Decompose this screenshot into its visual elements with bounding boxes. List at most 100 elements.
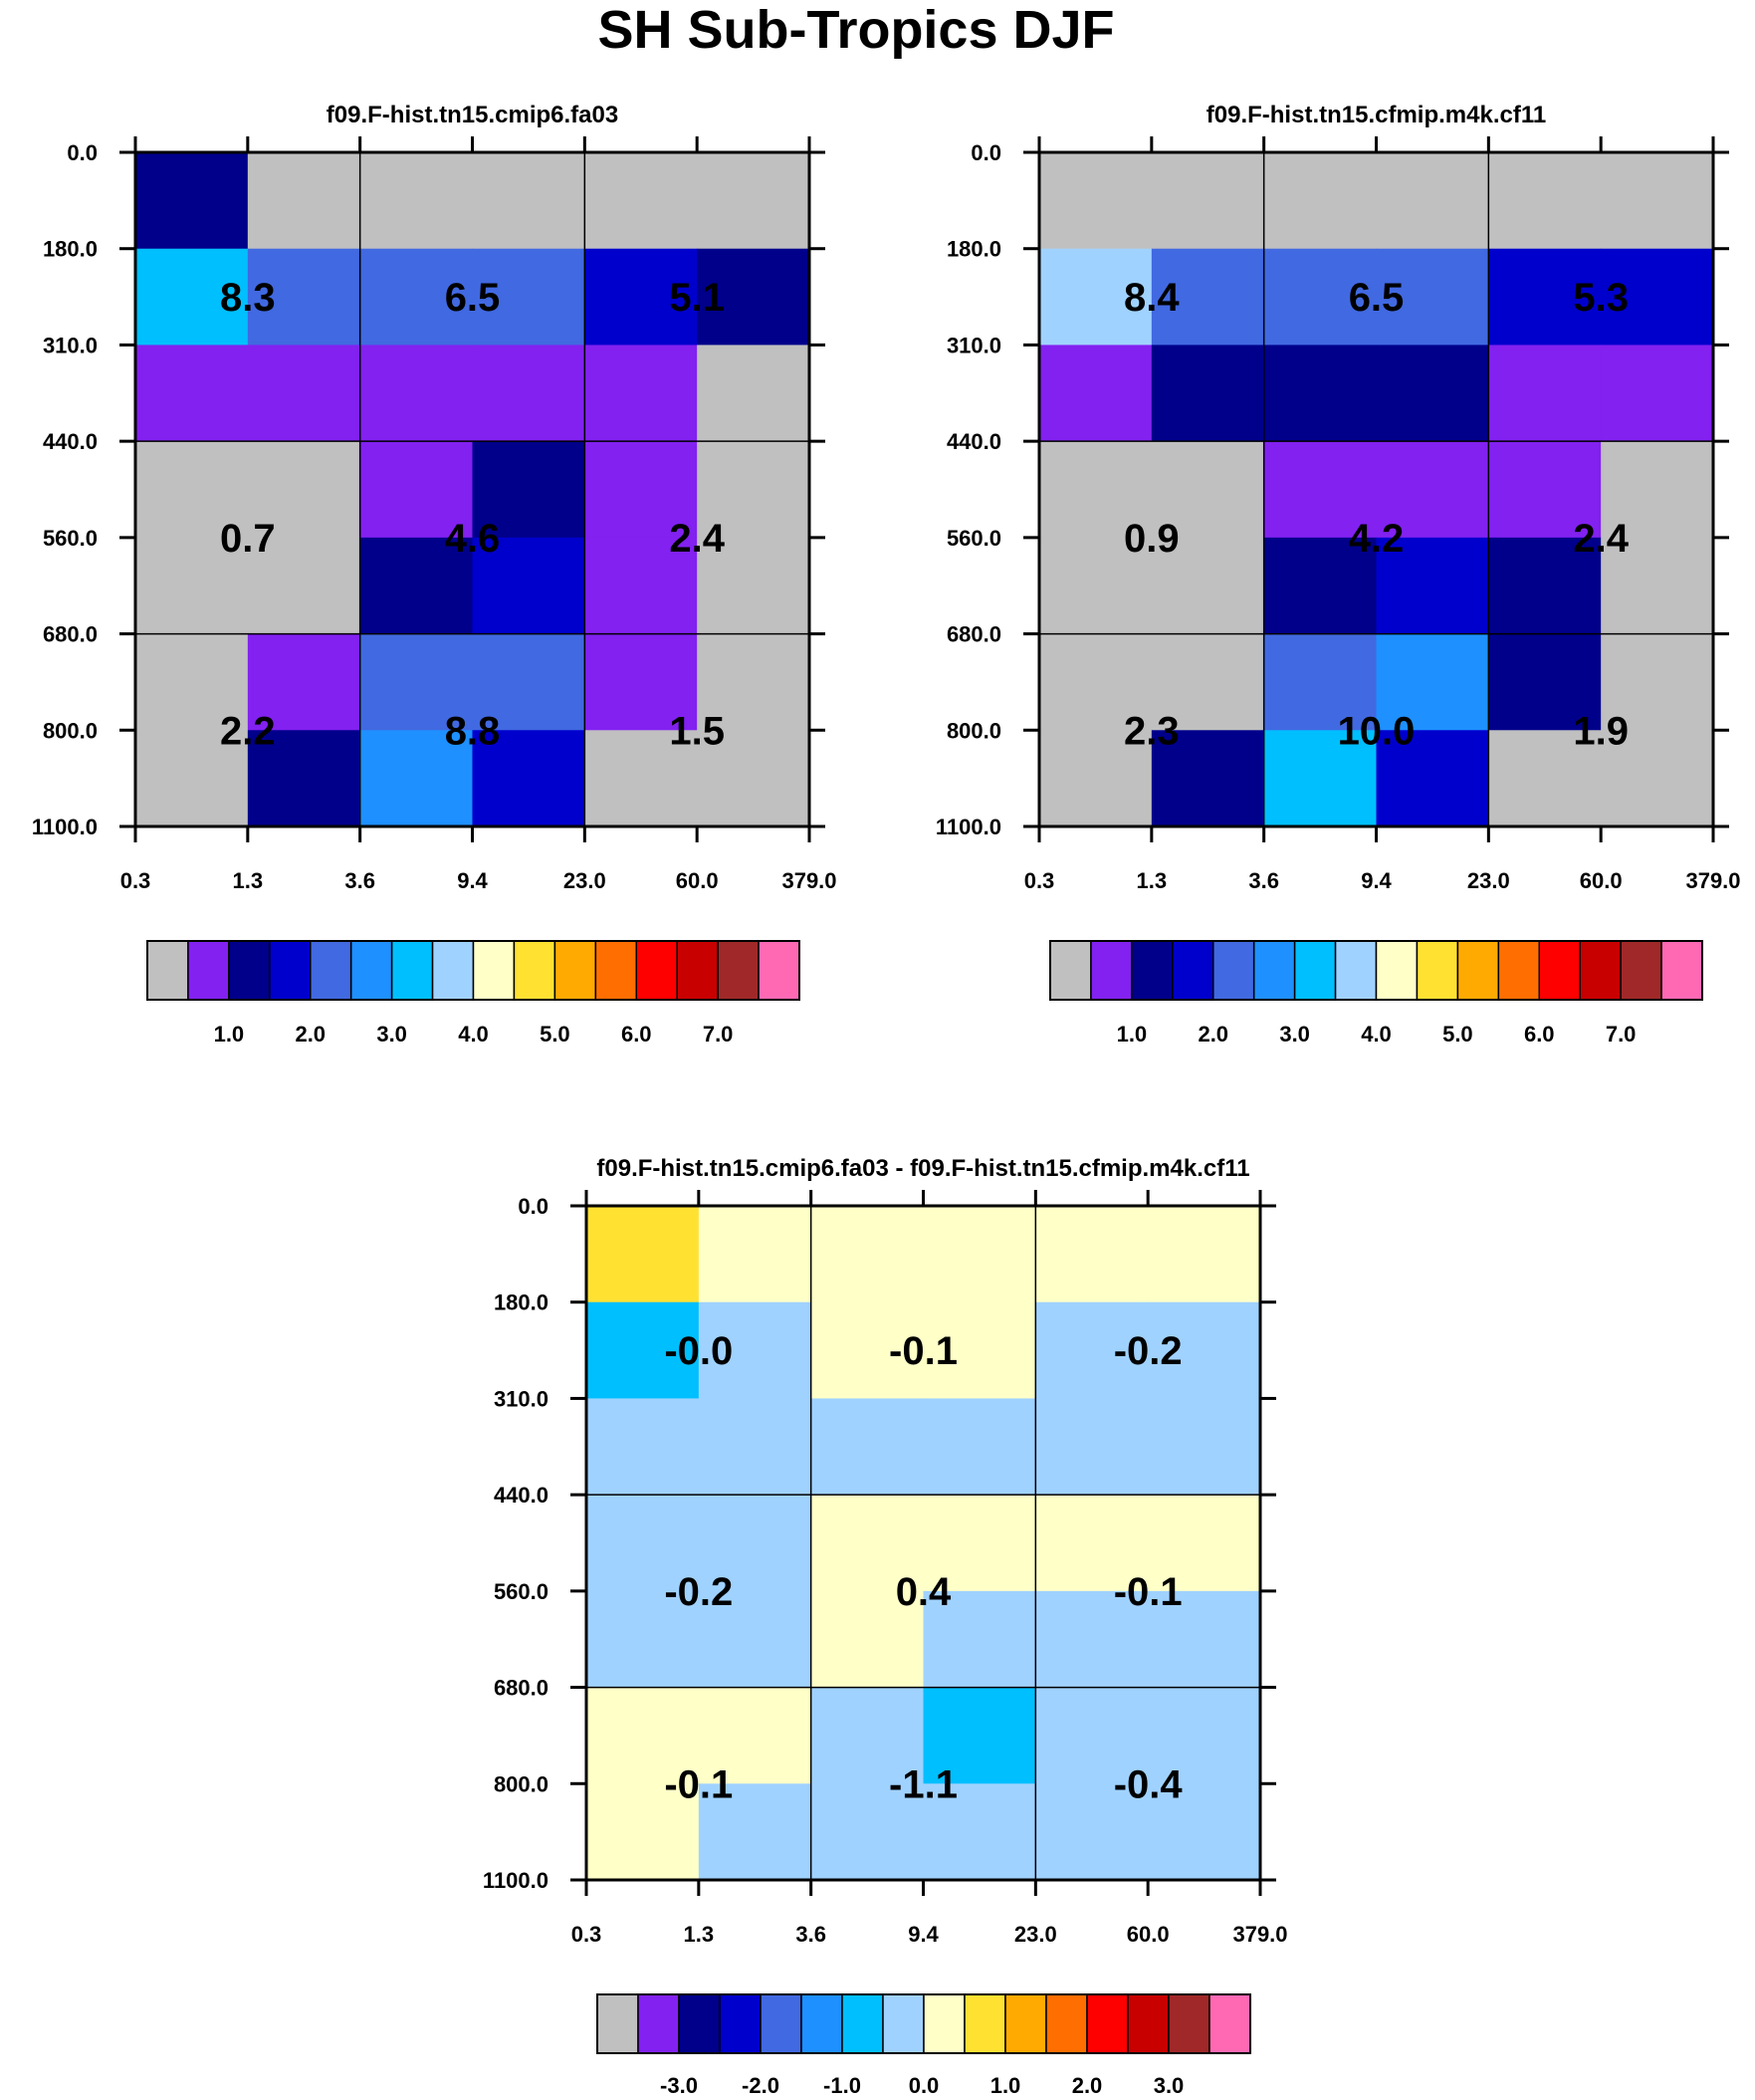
heatmap-cell (1601, 441, 1714, 539)
y-tick-label: 560.0 (494, 1579, 548, 1604)
heatmap-cell (472, 537, 585, 635)
colorbar-label: 5.0 (1442, 1022, 1473, 1047)
heatmap-cell (698, 1495, 812, 1592)
colorbar-box (1497, 940, 1540, 1001)
heatmap-cell (359, 345, 474, 442)
x-tick-label: 1.3 (1137, 868, 1168, 893)
y-tick-label: 440.0 (494, 1483, 548, 1508)
colorbar-box (758, 940, 800, 1001)
heatmap-cell (1151, 537, 1265, 635)
colorbar-box (1090, 940, 1133, 1001)
colorbar-box (964, 1993, 1006, 2054)
heatmap-cell (135, 633, 249, 731)
colorbar-box (553, 940, 597, 1001)
colorbar-label: 1.0 (214, 1022, 245, 1047)
colorbar-box (637, 1993, 680, 2054)
y-tick-label: 180.0 (43, 237, 98, 262)
heatmap-cell (1035, 1206, 1149, 1303)
colorbar-box (228, 940, 271, 1001)
heatmap-cell (359, 537, 474, 635)
colorbar-label: 7.0 (1606, 1022, 1637, 1047)
panel-2: f09.F-hist.tn15.cfmip.m4k.cf11 0.0 180.0 31… (936, 102, 1741, 1047)
heatmap-cell (359, 730, 474, 827)
heatmap-cell (247, 537, 361, 635)
heatmap-cell (472, 633, 585, 731)
y-tick-label: 310.0 (43, 333, 98, 357)
x-tick-label: 1.3 (233, 868, 264, 893)
heatmap-cell (698, 1687, 812, 1784)
colorbar-box (472, 940, 516, 1001)
heatmap-cell (586, 1783, 700, 1881)
cell-value-label: 2.4 (1573, 517, 1629, 561)
heatmap-cell (359, 248, 474, 347)
heatmap-cell (1035, 1495, 1149, 1592)
heatmap-cell (1035, 1783, 1149, 1881)
heatmap-cell (1601, 633, 1714, 731)
heatmap-cell (1376, 152, 1489, 250)
x-tick-label: 379.0 (1232, 1922, 1287, 1947)
cell-value-label: 2.2 (220, 709, 276, 753)
colorbar-box (717, 940, 760, 1001)
heatmap-cell (923, 1783, 1036, 1881)
x-tick-label: 0.3 (120, 868, 151, 893)
heatmap-cell (1039, 537, 1153, 635)
heatmap-cell (584, 248, 698, 347)
x-tick-label: 1.3 (684, 1922, 715, 1947)
heatmap-cell (1376, 537, 1489, 635)
figure-title: SH Sub-Tropics DJF (597, 0, 1114, 60)
heatmap-cell (697, 152, 810, 250)
heatmap-cell (1039, 248, 1153, 347)
colorbar-label: 5.0 (540, 1022, 570, 1047)
heatmap-cell (135, 441, 249, 539)
heatmap-cell (1148, 1687, 1261, 1784)
heatmap-cell (586, 1398, 700, 1496)
heatmap-cell (1148, 1783, 1261, 1881)
heatmap-cell (247, 730, 361, 827)
cell-value-label: 10.0 (1338, 709, 1416, 753)
colorbar-box (800, 1993, 843, 2054)
heatmap-cell (698, 1206, 812, 1303)
heatmap-cell (1151, 345, 1265, 442)
x-tick-label: 3.6 (795, 1922, 826, 1947)
colorbar-label: 2.0 (1198, 1022, 1228, 1047)
heatmap-cell (247, 441, 361, 539)
colorbar-label: 2.0 (295, 1022, 326, 1047)
y-tick-label: 800.0 (43, 718, 98, 743)
colorbar-box (513, 940, 556, 1001)
heatmap-cell (1039, 441, 1153, 539)
heatmap-cell (1148, 1495, 1261, 1592)
colorbar-box (1131, 940, 1174, 1001)
colorbar-box (187, 940, 230, 1001)
heatmap-cell (1263, 248, 1378, 347)
heatmap-cell (1151, 730, 1265, 827)
heatmap-cell (1488, 248, 1602, 347)
heatmap-cell (135, 345, 249, 442)
heatmap-cell (697, 441, 810, 539)
cell-value-label: 4.6 (445, 517, 501, 561)
panel-1: f09.F-hist.tn15.cmip6.fa03 0.0 180.0 310.0 4… (32, 102, 837, 1047)
heatmap-cell (1035, 1590, 1149, 1689)
colorbar-label: 0.0 (909, 2073, 940, 2098)
x-tick-label: 3.6 (1248, 868, 1279, 893)
heatmap-cell (584, 345, 698, 442)
y-tick-label: 0.0 (518, 1194, 548, 1219)
heatmap-cell (923, 1398, 1036, 1496)
cell-value-label: 8.3 (220, 276, 276, 320)
colorbar-frame (596, 1993, 1251, 2054)
heatmap-cell (810, 1783, 925, 1881)
panel-title: f09.F-hist.tn15.cmip6.fa03 - f09.F-hist.… (596, 1155, 1249, 1182)
colorbar-label: 1.0 (1117, 1022, 1148, 1047)
colorbar-box (310, 940, 352, 1001)
x-tick-label: 379.0 (1685, 868, 1740, 893)
x-tick-label: 3.6 (344, 868, 375, 893)
heatmap-cell (586, 1206, 700, 1303)
colorbar-label: 4.0 (458, 1022, 489, 1047)
colorbar-label: -1.0 (823, 2073, 861, 2098)
colorbar-box (1127, 1993, 1170, 2054)
colorbar-box (1168, 1993, 1210, 2054)
x-tick-label: 60.0 (676, 868, 719, 893)
heatmap-cell (1376, 730, 1489, 827)
heatmap-cell (697, 730, 810, 827)
heatmap-cell (1376, 441, 1489, 539)
colorbar-box (678, 1993, 721, 2054)
